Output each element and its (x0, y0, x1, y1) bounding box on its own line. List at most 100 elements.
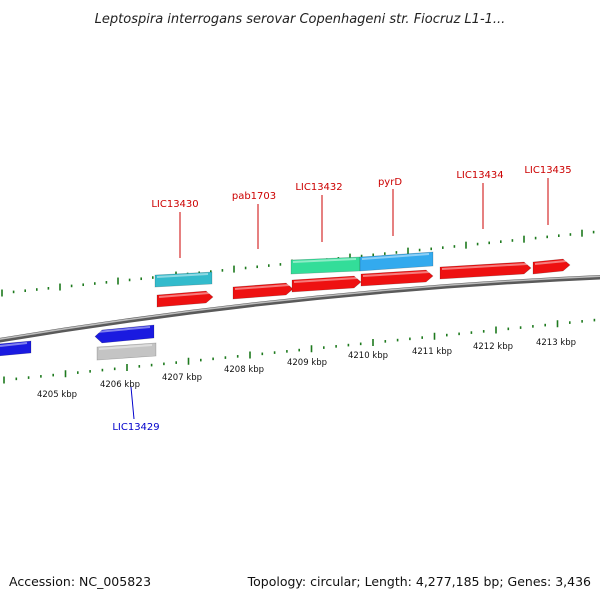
upper-tick (395, 251, 398, 254)
lower-tick (323, 346, 325, 349)
upper-tick (546, 235, 548, 239)
lower-tick (27, 376, 30, 379)
upper-tick (372, 253, 374, 257)
upper-tick (256, 265, 258, 269)
scale-label: 4211 kbp (412, 347, 452, 357)
forward-gene-shine (441, 263, 528, 270)
forward-gene-shine (534, 260, 567, 265)
lower-tick (150, 363, 153, 367)
upper-tick (268, 264, 270, 267)
lower-tick (482, 330, 485, 333)
upper-tick (558, 234, 560, 237)
forward-gene (360, 269, 434, 287)
forward-gene (439, 261, 532, 280)
lower-tick (507, 327, 510, 331)
gene-block-sky (359, 251, 434, 272)
upper-tick (349, 253, 351, 261)
upper-tick (581, 229, 583, 237)
upper-tick (210, 270, 212, 273)
upper-tick (94, 282, 96, 285)
lower-tick (113, 367, 116, 371)
lower-tick (261, 352, 264, 356)
gene-block-green-shine (292, 258, 357, 263)
lower-tick (347, 343, 350, 347)
lower-tick (581, 320, 583, 323)
upper-tick (70, 284, 73, 288)
upper-tick (523, 235, 525, 243)
upper-tick (221, 269, 224, 272)
gene-block-sky-shine (361, 253, 430, 260)
lower-tick (544, 323, 546, 327)
genome-backbone (0, 274, 600, 343)
lower-tick (384, 340, 387, 343)
lower-tick (519, 326, 522, 329)
lower-tick (175, 361, 177, 364)
gene-label-lic13435[interactable]: LIC13435 (524, 165, 571, 176)
upper-tick (360, 254, 363, 258)
upper-tick (488, 241, 490, 245)
upper-tick (279, 263, 282, 266)
gene-features (0, 251, 571, 361)
upper-tick (569, 233, 572, 236)
scale-label: 4207 kbp (162, 373, 202, 383)
scale-labels: 4205 kbp 4206 kbp 4207 kbp 4208 kbp 4209 kbp… (37, 338, 576, 400)
lower-tick (187, 357, 190, 365)
map-title: Leptospira interrogans serovar Copenhage… (95, 12, 506, 27)
lower-tick (372, 339, 374, 346)
backbone-highlight (0, 275, 600, 340)
forward-gene (156, 290, 214, 308)
gene-label-lic13434[interactable]: LIC13434 (456, 170, 503, 181)
upper-tick (47, 287, 50, 290)
lower-tick (126, 364, 128, 371)
lower-tick (40, 375, 42, 378)
upper-tick (453, 245, 456, 248)
forward-gene (532, 258, 571, 275)
gene-label-pab1703[interactable]: pab1703 (232, 191, 276, 202)
lower-tick (396, 338, 399, 342)
lower-tick (421, 336, 423, 339)
upper-tick (140, 277, 142, 281)
scale-label: 4205 kbp (37, 390, 77, 400)
lower-tick (236, 355, 239, 358)
gene-label-pyrd[interactable]: pyrD (378, 177, 402, 188)
lower-tick (409, 337, 411, 341)
upper-tick (384, 252, 386, 255)
gene-label-lic13430[interactable]: LIC13430 (151, 199, 198, 210)
lower-tick (138, 365, 141, 368)
upper-tick (12, 290, 15, 294)
lower-tick (433, 332, 436, 340)
lower-tick (273, 351, 276, 354)
lower-tick (200, 358, 202, 362)
upper-tick (407, 247, 409, 255)
upper-tick (36, 288, 38, 291)
upper-tick (105, 281, 108, 284)
gene-block-gray (96, 342, 157, 361)
upper-tick (233, 265, 235, 273)
backbone-shadow (0, 274, 600, 343)
gene-block-cyan (154, 271, 213, 288)
gene-block-cyan-shine (156, 273, 209, 278)
upper-tick (128, 278, 131, 282)
gene-labels: LIC13430 pab1703 LIC13432 pyrD LIC13434 LIC13… (112, 165, 571, 433)
upper-tick (465, 241, 467, 249)
gene-label-lic13432[interactable]: LIC13432 (295, 182, 342, 193)
accession-text: Accession: NC_005823 (9, 574, 151, 589)
lower-tick (310, 345, 313, 353)
lower-tick (470, 331, 473, 334)
upper-tick (500, 240, 502, 243)
upper-tick (511, 239, 514, 242)
upper-tick (1, 289, 3, 297)
upper-tick (152, 276, 154, 279)
forward-gene (232, 282, 294, 300)
upper-tick (418, 248, 421, 252)
lower-tick (249, 351, 251, 359)
lower-tick (52, 373, 54, 377)
scale-label: 4212 kbp (473, 342, 513, 352)
upper-tick (534, 236, 537, 240)
lower-tick (212, 357, 214, 361)
scale-label: 4210 kbp (348, 351, 388, 361)
lower-tick (89, 370, 91, 373)
gene-label-lic13429[interactable]: LIC13429 (112, 422, 159, 433)
reverse-gene-shine (96, 326, 151, 333)
